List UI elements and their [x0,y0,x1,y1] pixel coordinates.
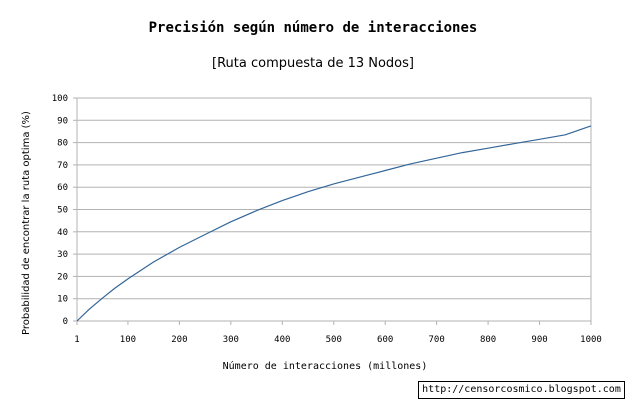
x-axis-ticks: 1 100 200 300 400 500 600 700 800 900 1000 [74,321,602,345]
grid-lines [77,97,591,322]
x-tick-label: 400 [274,335,290,345]
y-tick-label: 70 [57,161,68,171]
x-tick-label: 300 [223,335,239,345]
x-axis-label: Número de interacciones (millones) [223,360,428,372]
series-line-0 [76,125,592,322]
y-tick-label: 10 [57,295,68,305]
credit-url-box: http://censorcosmico.blogspot.com [418,381,625,399]
x-tick-label: 900 [531,335,547,345]
y-tick-label: 60 [57,183,68,193]
x-tick-label: 200 [171,335,187,345]
y-tick-label: 50 [57,206,68,216]
x-tick-label: 800 [480,335,496,345]
x-tick-label: 500 [326,335,342,345]
y-tick-label: 30 [57,250,68,260]
x-tick-label: 700 [429,335,445,345]
y-tick-label: 0 [63,317,68,327]
y-tick-label: 80 [57,139,68,149]
y-tick-label: 90 [57,116,68,126]
series-layer [76,125,592,322]
y-axis-label: Probabilidad de encontrar la ruta optima… [21,111,32,335]
x-tick-label: 600 [377,335,393,345]
x-tick-label: 100 [120,335,136,345]
y-tick-label: 20 [57,272,68,282]
chart-title: Precisión según número de interacciones [149,20,478,36]
y-tick-label: 100 [52,94,68,104]
x-tick-label: 1000 [580,335,602,345]
y-axis-ticks: 0 10 20 30 40 50 60 70 80 90 100 [52,94,77,327]
y-tick-label: 40 [57,228,68,238]
chart-subtitle: [Ruta compuesta de 13 Nodos] [212,56,414,71]
x-tick-label: 1 [74,335,79,345]
